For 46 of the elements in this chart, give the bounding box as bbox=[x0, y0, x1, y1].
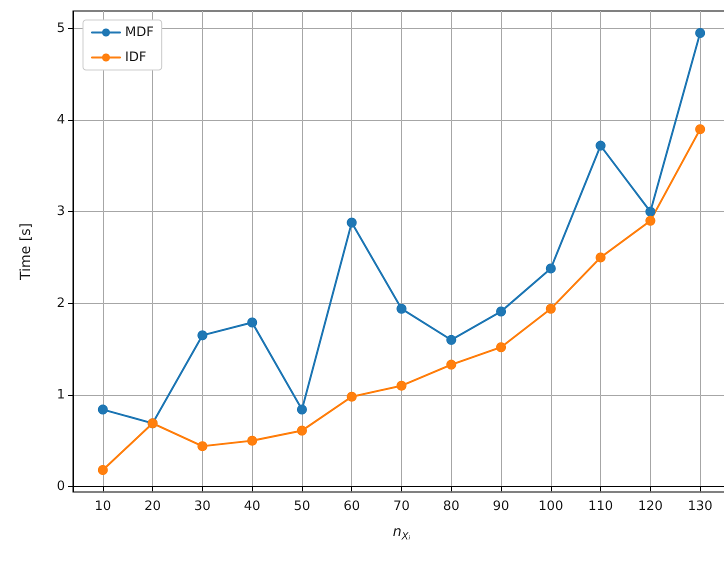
x-tick-label: 80 bbox=[443, 499, 460, 514]
point bbox=[197, 330, 208, 340]
legend-label: IDF bbox=[125, 50, 146, 65]
x-tick-label: 10 bbox=[94, 499, 112, 514]
point bbox=[446, 360, 456, 370]
point bbox=[695, 28, 706, 38]
point bbox=[596, 252, 606, 262]
point bbox=[247, 436, 258, 446]
x-tick-label: 100 bbox=[538, 499, 564, 514]
point bbox=[496, 306, 506, 317]
point bbox=[596, 140, 606, 151]
y-tick-label: 4 bbox=[56, 112, 65, 128]
legend-label: MDF bbox=[125, 25, 154, 40]
point bbox=[197, 441, 208, 452]
point bbox=[396, 380, 406, 391]
point bbox=[645, 206, 656, 217]
y-tick-label: 5 bbox=[56, 20, 65, 36]
y-tick-label: 0 bbox=[56, 479, 65, 494]
point bbox=[98, 465, 108, 476]
point bbox=[695, 124, 706, 134]
x-tick-label: 30 bbox=[194, 499, 211, 514]
point bbox=[98, 404, 108, 415]
x-tick-label: 60 bbox=[343, 499, 360, 514]
point bbox=[645, 216, 656, 226]
x-tick-label: 90 bbox=[492, 499, 510, 514]
point bbox=[247, 318, 258, 328]
point bbox=[346, 218, 357, 228]
point bbox=[496, 342, 506, 352]
x-tick-label: 50 bbox=[294, 499, 310, 514]
x-tick-label: 110 bbox=[588, 499, 614, 514]
point bbox=[396, 304, 406, 314]
point bbox=[346, 392, 357, 402]
x-tick-label: 130 bbox=[688, 499, 713, 514]
point bbox=[296, 426, 307, 436]
x-tick-label: 40 bbox=[244, 499, 260, 514]
x-tick-label: 120 bbox=[638, 499, 663, 514]
y-tick-label: 1 bbox=[56, 387, 65, 402]
x-tick-label: 70 bbox=[393, 499, 410, 514]
x-tick-label: 20 bbox=[144, 499, 161, 514]
y-tick-label: 3 bbox=[56, 204, 65, 220]
y-axis-title: Time [s] bbox=[18, 223, 34, 281]
point bbox=[546, 304, 556, 314]
point bbox=[296, 404, 307, 415]
y-tick-label: 2 bbox=[56, 296, 65, 311]
point bbox=[546, 263, 556, 274]
point bbox=[446, 334, 456, 345]
